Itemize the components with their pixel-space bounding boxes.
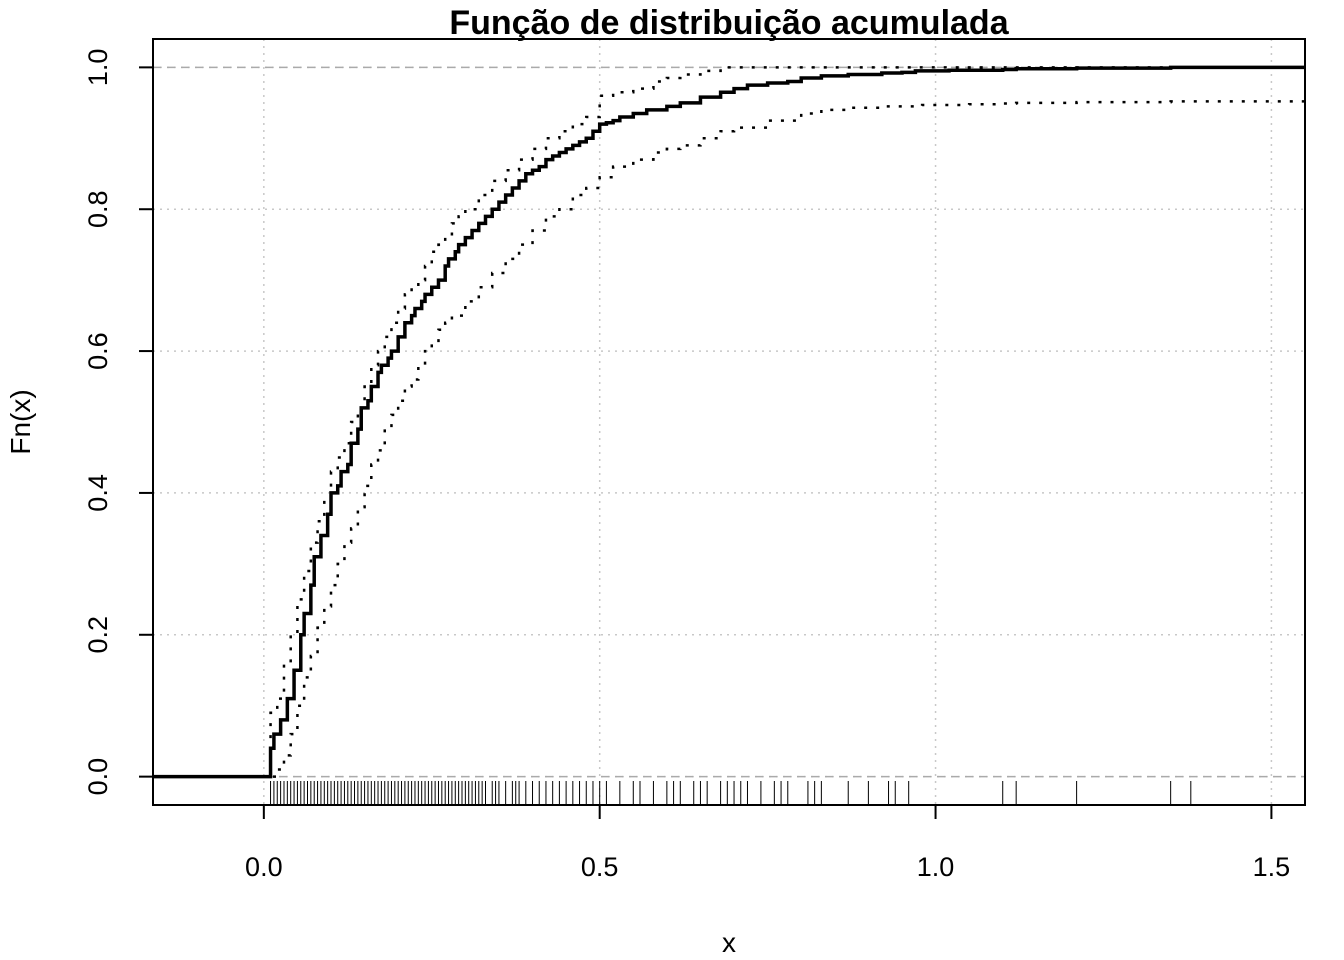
upper-confidence-band bbox=[153, 66, 1305, 778]
x-tick-label: 1.5 bbox=[1253, 852, 1291, 882]
upper-band-path bbox=[153, 66, 1305, 778]
x-axis: 0.0 0.5 1.0 1.5 bbox=[245, 804, 1291, 882]
y-axis-label: Fn(x) bbox=[5, 389, 36, 454]
x-tick-label: 0.0 bbox=[245, 852, 283, 882]
y-tick-label: 0.8 bbox=[83, 190, 113, 228]
y-tick-label: 0.0 bbox=[83, 758, 113, 796]
ecdf-step-line bbox=[153, 65, 1305, 779]
x-tick-label: 0.5 bbox=[581, 852, 619, 882]
chart-title: Função de distribuição acumulada bbox=[449, 4, 1009, 42]
rug-ticks bbox=[270, 781, 1192, 805]
grid bbox=[153, 39, 1305, 805]
plot-frame bbox=[152, 38, 1306, 806]
reference-lines bbox=[153, 66, 1305, 778]
x-axis-label: x bbox=[722, 927, 736, 958]
y-tick-label: 0.4 bbox=[83, 474, 113, 512]
y-tick-label: 0.6 bbox=[83, 332, 113, 370]
x-tick-label: 1.0 bbox=[917, 852, 955, 882]
y-axis: 0.0 0.2 0.4 0.6 0.8 1.0 bbox=[83, 49, 154, 796]
y-tick-label: 1.0 bbox=[83, 49, 113, 87]
ecdf-step-path bbox=[153, 65, 1305, 779]
lower-band-path bbox=[153, 100, 1305, 778]
y-tick-label: 0.2 bbox=[83, 616, 113, 654]
lower-confidence-band bbox=[153, 100, 1305, 778]
